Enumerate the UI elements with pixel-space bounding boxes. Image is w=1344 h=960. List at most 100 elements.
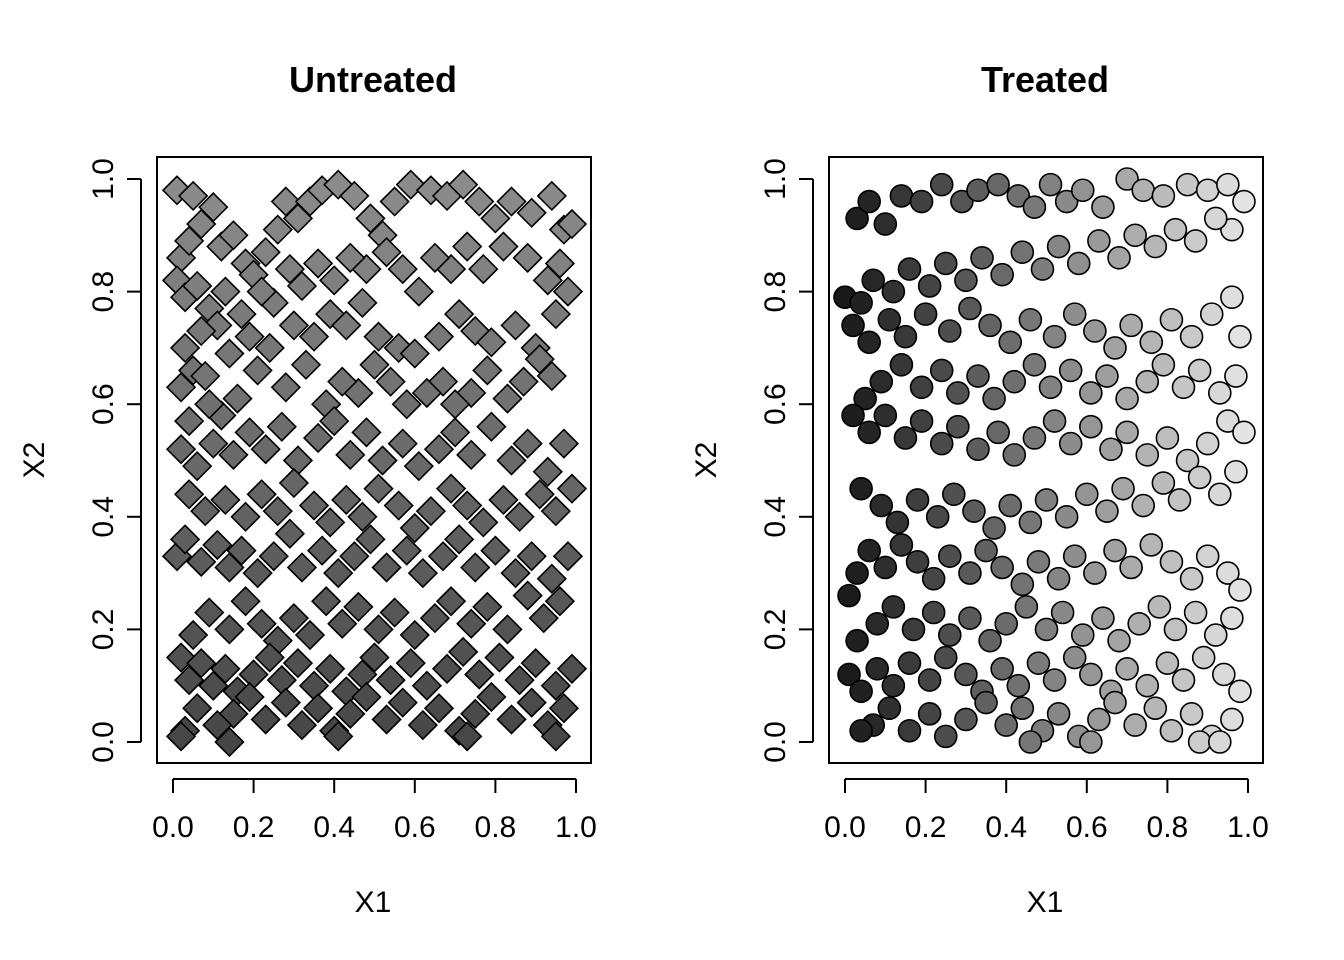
scatter-point bbox=[1203, 623, 1228, 647]
scatter-point bbox=[1131, 493, 1156, 518]
scatter-point bbox=[1155, 426, 1180, 450]
scatter-point bbox=[512, 242, 543, 273]
scatter-point bbox=[214, 338, 245, 369]
scatter-point bbox=[1083, 561, 1107, 585]
x-tick-label: 0.8 bbox=[1147, 811, 1189, 844]
scatter-point bbox=[435, 586, 467, 617]
scatter-point bbox=[165, 372, 197, 403]
scatter-point bbox=[1070, 623, 1095, 647]
scatter-point bbox=[849, 679, 873, 704]
scatter-point bbox=[359, 642, 390, 673]
scatter-point bbox=[407, 557, 438, 589]
scatter-point bbox=[302, 693, 334, 724]
scatter-point bbox=[182, 450, 213, 482]
scatter-point bbox=[905, 550, 930, 574]
scatter-point bbox=[1191, 645, 1216, 670]
scatter-point bbox=[411, 377, 443, 409]
scatter-point bbox=[1087, 229, 1111, 253]
scatter-point bbox=[540, 670, 571, 701]
scatter-point bbox=[857, 330, 881, 355]
scatter-point bbox=[1232, 189, 1256, 214]
scatter-point bbox=[548, 693, 580, 724]
scatter-point bbox=[933, 251, 958, 276]
scatter-point bbox=[1022, 195, 1047, 219]
scatter-point bbox=[1103, 538, 1127, 563]
scatter-point bbox=[246, 479, 277, 510]
scatter-point bbox=[974, 538, 998, 563]
scatter-point bbox=[937, 544, 962, 569]
scatter-point bbox=[1046, 702, 1071, 726]
scatter-point bbox=[1183, 600, 1208, 625]
y-tick-label: 1.0 bbox=[87, 158, 120, 200]
panel-title: Untreated bbox=[289, 59, 457, 100]
scatter-point bbox=[464, 186, 495, 217]
panel-title: Treated bbox=[981, 59, 1109, 100]
scatter-point bbox=[849, 718, 873, 743]
scatter-point bbox=[423, 434, 455, 465]
y-tick-label: 0.8 bbox=[87, 271, 120, 313]
scatter-point bbox=[837, 662, 861, 687]
scatter-point bbox=[169, 524, 201, 555]
y-tick-label: 0.6 bbox=[759, 383, 792, 425]
scatter-point bbox=[476, 681, 507, 713]
scatter-point bbox=[452, 721, 483, 752]
scatter-point bbox=[496, 445, 527, 476]
scatter-point bbox=[339, 541, 370, 572]
scatter-point bbox=[917, 668, 942, 692]
scatter-point bbox=[250, 704, 281, 735]
scatter-point bbox=[877, 696, 902, 721]
scatter-point bbox=[1070, 178, 1095, 203]
scatter-point bbox=[869, 493, 894, 518]
scatter-point bbox=[242, 355, 273, 386]
scatter-point bbox=[1207, 730, 1232, 754]
scatter-point bbox=[1139, 533, 1164, 557]
scatter-point bbox=[323, 721, 354, 752]
scatter-point bbox=[484, 642, 515, 673]
scatter-point bbox=[1228, 324, 1252, 349]
scatter-point bbox=[1135, 443, 1160, 467]
scatter-point bbox=[548, 428, 580, 459]
scatter-point bbox=[1058, 358, 1083, 383]
scatter-point bbox=[877, 307, 902, 332]
scatter-point bbox=[246, 608, 277, 639]
scatter-point bbox=[230, 586, 261, 617]
scatter-point bbox=[186, 208, 217, 240]
y-tick-label: 1.0 bbox=[759, 158, 792, 200]
scatter-point bbox=[516, 541, 547, 572]
x-tick-label: 0.6 bbox=[394, 811, 436, 844]
scatter-point bbox=[496, 186, 527, 217]
scatter-point bbox=[210, 484, 241, 516]
scatter-point bbox=[391, 389, 422, 420]
scatter-point bbox=[182, 693, 213, 724]
scatter-point bbox=[881, 673, 906, 698]
scatter-point bbox=[375, 664, 406, 696]
scatter-point bbox=[536, 180, 567, 212]
scatter-point bbox=[435, 473, 467, 504]
scatter-point bbox=[1119, 313, 1143, 338]
scatter-point bbox=[1083, 319, 1107, 343]
y-tick-label: 0.0 bbox=[759, 721, 792, 763]
scatter-point bbox=[1119, 555, 1143, 580]
scatter-point bbox=[1022, 352, 1047, 377]
scatter-point bbox=[1034, 617, 1059, 642]
scatter-point bbox=[1228, 578, 1252, 602]
scatter-point bbox=[298, 490, 330, 521]
x-axis-label: X1 bbox=[1027, 886, 1064, 919]
scatter-point bbox=[1179, 566, 1204, 591]
scatter-point bbox=[270, 372, 301, 403]
scatter-point bbox=[1111, 476, 1135, 501]
scatter-point bbox=[1010, 240, 1035, 264]
scatter-point bbox=[246, 276, 277, 307]
scatter-point bbox=[214, 614, 245, 645]
scatter-point bbox=[933, 724, 958, 749]
scatter-point bbox=[1079, 662, 1103, 687]
scatter-point bbox=[1135, 369, 1160, 394]
scatter-point bbox=[262, 496, 293, 527]
scatter-point bbox=[524, 344, 555, 375]
scatter-point bbox=[1095, 499, 1119, 523]
scatter-point bbox=[1224, 364, 1248, 388]
scatter-point bbox=[1187, 465, 1212, 490]
scatter-point bbox=[958, 296, 982, 321]
scatter-point bbox=[1107, 628, 1131, 653]
scatter-point bbox=[857, 189, 881, 214]
